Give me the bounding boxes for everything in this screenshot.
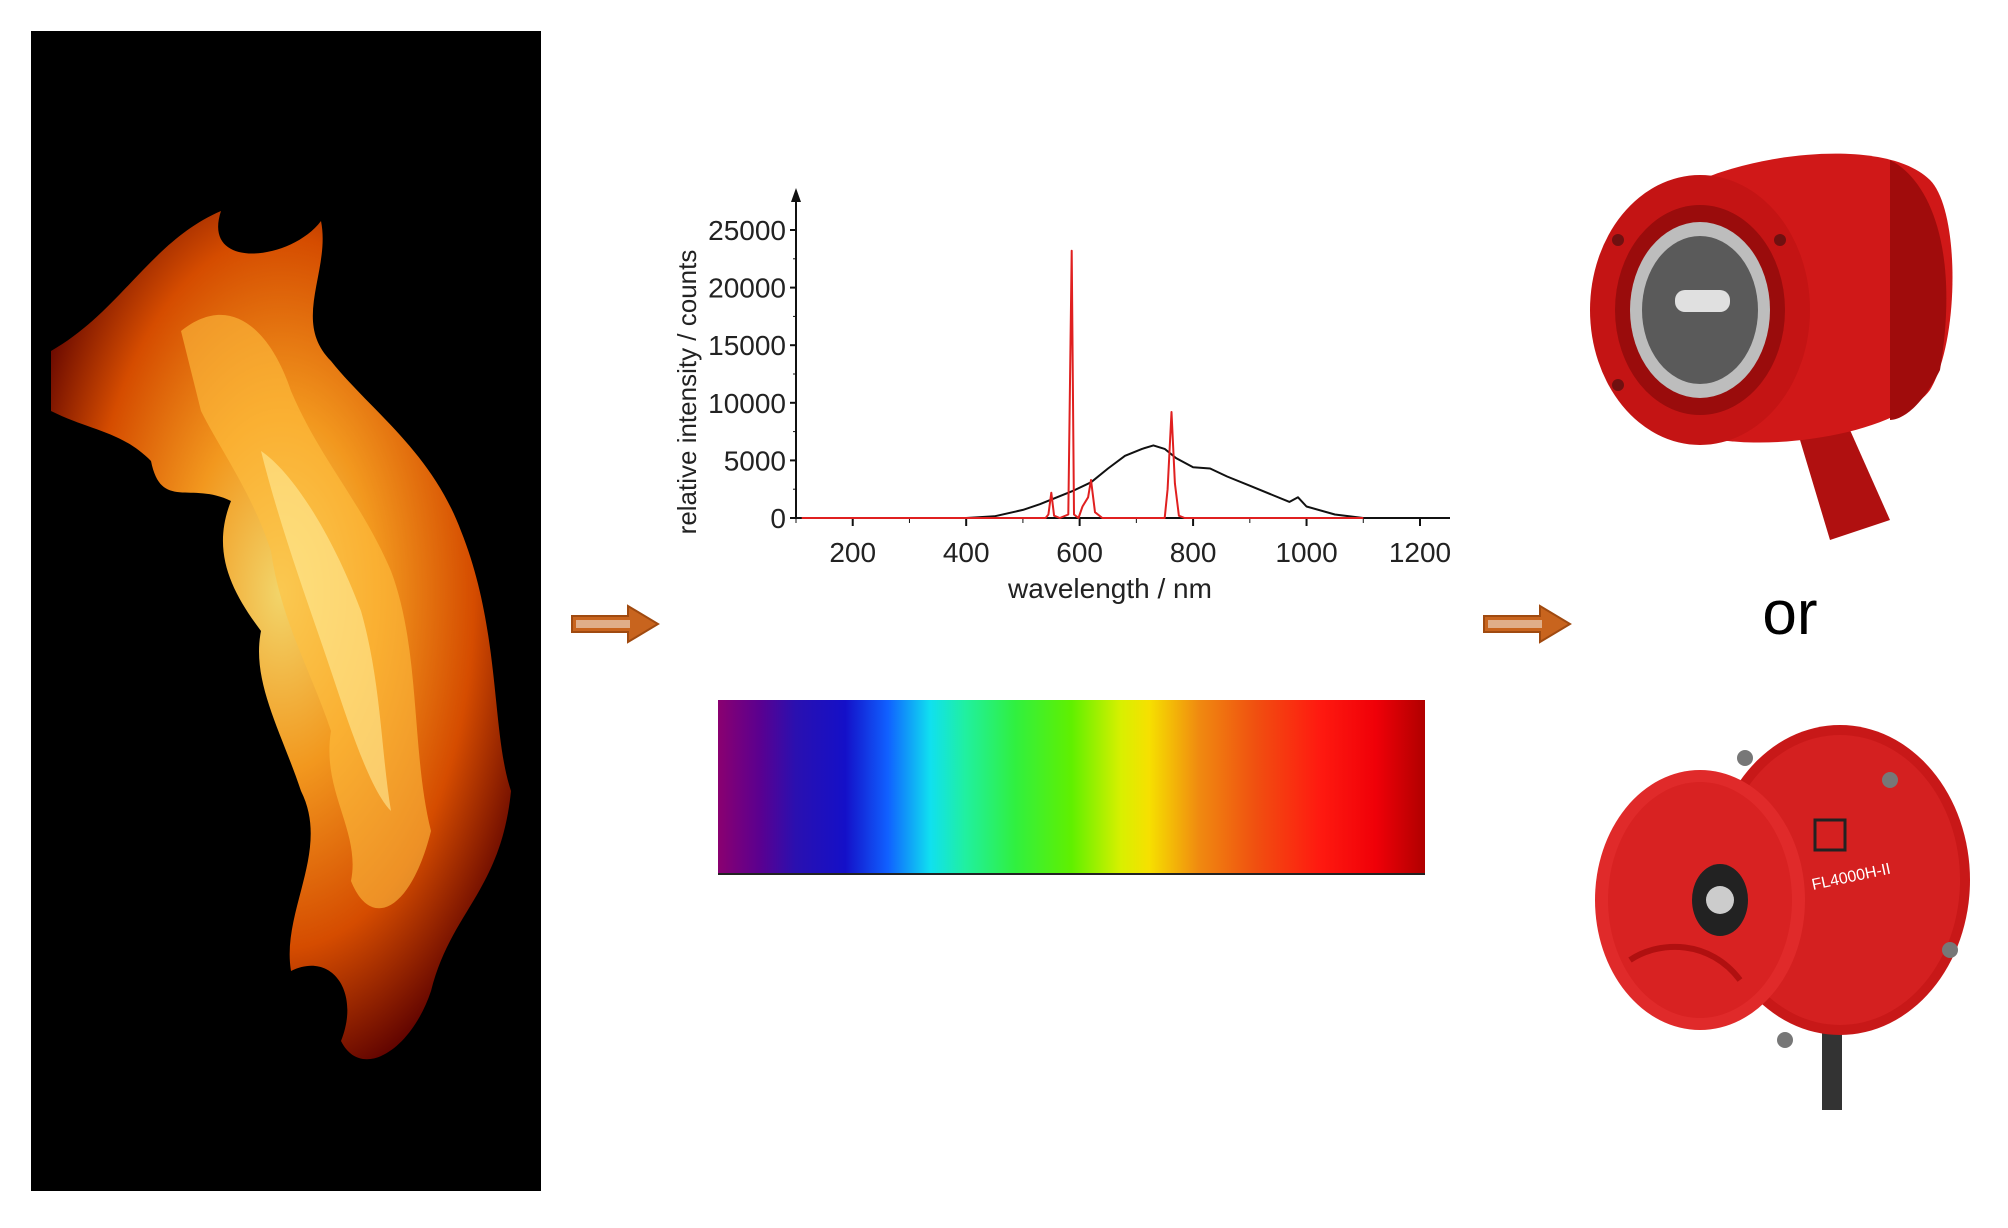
y-tick-label: 0 — [770, 503, 786, 534]
y-tick-label: 15000 — [708, 330, 786, 361]
y-axis-label: relative intensity / counts — [672, 250, 702, 535]
chart-axes — [791, 188, 1450, 519]
series-line-peaks — [801, 249, 1364, 519]
flame-image — [31, 31, 541, 1191]
x-tick-label: 200 — [829, 537, 876, 568]
x-tick-label: 1000 — [1275, 537, 1337, 568]
x-tick-label: 600 — [1056, 537, 1103, 568]
right-arrow-icon — [571, 604, 660, 644]
x-tick-label: 800 — [1170, 537, 1217, 568]
x-tick-label: 1200 — [1389, 537, 1450, 568]
right-arrow-icon — [1483, 604, 1572, 644]
flame-detector-round-icon: FL4000H-II — [1595, 725, 1970, 1110]
flame-icon — [51, 211, 511, 1060]
spectrum-chart: 0 5000 10000 15000 20000 25000 200 400 600 800 100… — [672, 188, 1450, 604]
flame-detector-cylindrical-icon — [1590, 153, 1953, 540]
x-tick-label: 400 — [943, 537, 990, 568]
x-axis-label: wavelength / nm — [1007, 573, 1212, 604]
visible-spectrum-bar — [718, 700, 1425, 875]
y-axis-arrowhead — [791, 188, 801, 202]
y-tick-label: 10000 — [708, 388, 786, 419]
y-tick-label: 5000 — [724, 445, 786, 476]
series-line-broadband — [852, 444, 1364, 519]
or-label: or — [1762, 579, 1818, 648]
y-tick-label: 25000 — [708, 215, 786, 246]
y-tick-label: 20000 — [708, 273, 786, 304]
